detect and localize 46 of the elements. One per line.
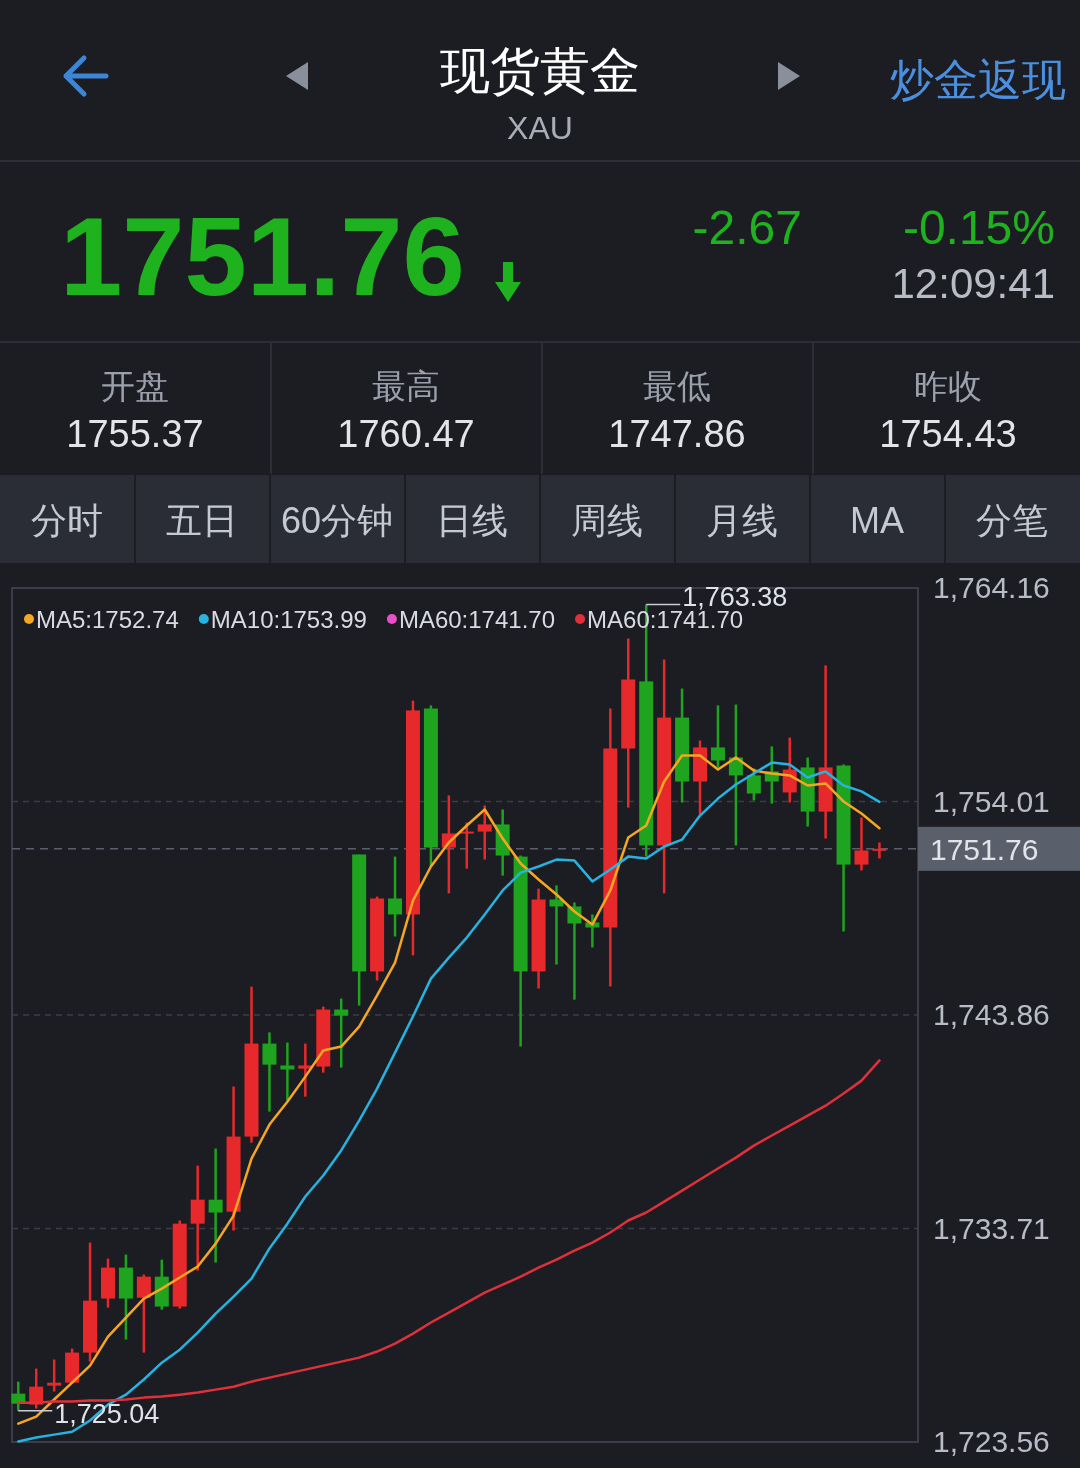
- ref-line-label: 1751.76: [930, 832, 1039, 866]
- text: 最高: [372, 367, 440, 405]
- text: 1751.76: [60, 194, 465, 319]
- legend-label: MA10:1753.99: [210, 606, 367, 633]
- candlestick: [47, 1358, 62, 1393]
- text: 1755.37: [66, 413, 204, 455]
- candlestick: [262, 1031, 277, 1113]
- y-tick-label: 1,723.56: [933, 1425, 1050, 1458]
- text: 分时: [31, 500, 103, 541]
- text: 月线: [706, 500, 778, 541]
- legend-label: MA5:1752.74: [36, 606, 179, 633]
- candlestick: [208, 1147, 223, 1264]
- candlestick: [136, 1273, 151, 1354]
- text: 炒金返现: [890, 55, 1066, 104]
- y-tick-label: 1,733.71: [933, 1211, 1050, 1245]
- candlestick: [459, 821, 474, 870]
- candlestick: [854, 816, 869, 872]
- candlestick: [190, 1164, 205, 1272]
- text: 分笔: [976, 500, 1048, 541]
- text: 12:09:41: [891, 260, 1055, 307]
- y-tick-label: 1,743.86: [933, 998, 1050, 1031]
- text: 1760.47: [337, 413, 475, 455]
- candlestick: [872, 841, 887, 860]
- candlestick: [388, 855, 403, 938]
- text: 1747.86: [608, 413, 746, 455]
- candlestick: [477, 804, 492, 861]
- candlestick: [746, 767, 761, 802]
- text: MA: [850, 500, 904, 541]
- text: 昨收: [914, 367, 982, 405]
- chart-title: 现货黄金: [440, 43, 640, 99]
- text: 周线: [571, 500, 643, 541]
- text: -0.15%: [902, 201, 1055, 254]
- text: 60分钟: [280, 500, 394, 541]
- candlestick: [710, 704, 725, 769]
- y-tick-label: 1,754.01: [933, 784, 1050, 818]
- text: 日线: [436, 500, 508, 541]
- chart-subtitle: XAU: [507, 110, 573, 146]
- legend-label: MA60:1741.70: [398, 606, 556, 633]
- text: 1754.43: [879, 413, 1017, 455]
- text: 最低: [643, 367, 711, 405]
- y-tick-label: 1,764.16: [933, 571, 1050, 604]
- candlestick: [334, 997, 349, 1069]
- text: 五日: [166, 500, 238, 541]
- candlestick: [280, 1041, 295, 1102]
- text: 开盘: [101, 367, 169, 405]
- text: -2.67: [692, 201, 802, 254]
